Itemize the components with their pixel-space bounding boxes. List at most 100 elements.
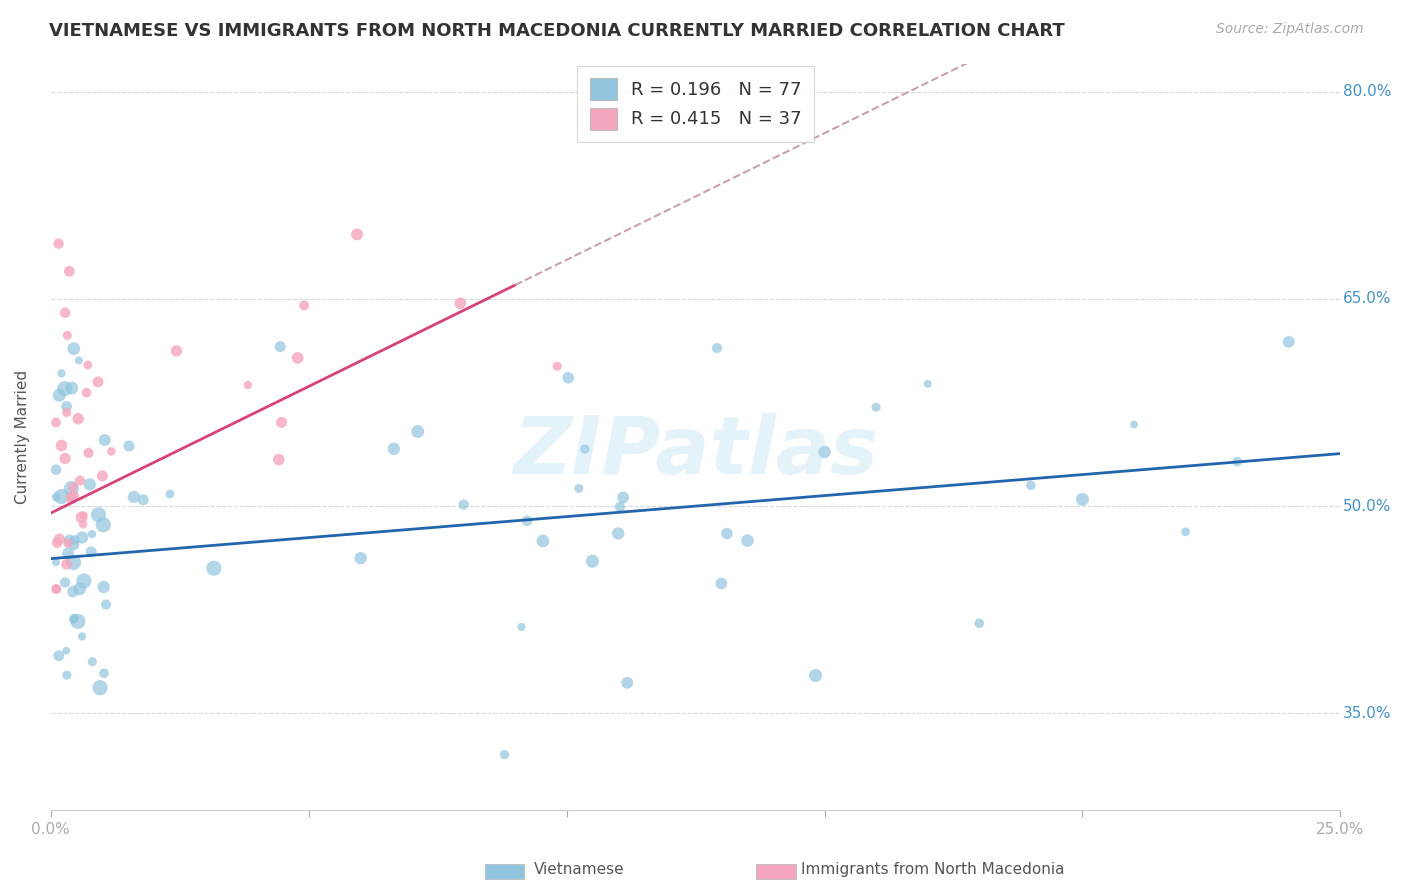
Text: 50.0%: 50.0% [1343,499,1392,514]
Point [292,298,315,312]
Point [46,536,69,550]
Point [55,405,77,419]
Point [56,546,79,560]
Point [53,575,76,590]
Point [1174,524,1197,539]
Point [45,582,67,596]
Point [568,482,591,496]
Point [1278,334,1301,349]
Point [93,433,115,447]
Point [574,442,596,456]
Point [269,340,291,354]
Text: ZIPatlas: ZIPatlas [513,413,879,491]
Point [616,675,638,690]
Point [66,615,89,629]
Point [45,416,67,430]
Point [51,367,73,381]
Point [63,538,86,552]
Point [72,517,94,532]
Point [51,490,73,504]
Point [710,576,733,591]
Point [236,378,259,392]
Point [1019,478,1042,492]
Point [48,388,70,402]
Point [60,482,83,496]
Point [607,526,630,541]
Point [100,444,122,458]
Point [53,306,76,320]
Text: 65.0%: 65.0% [1343,292,1392,307]
Legend: R = 0.196   N = 77, R = 0.415   N = 37: R = 0.196 N = 77, R = 0.415 N = 37 [576,66,814,142]
Point [91,469,114,483]
Point [56,328,79,343]
Point [382,442,405,456]
Point [494,747,516,762]
Point [62,480,84,494]
Point [48,648,70,663]
Point [73,574,96,588]
Point [546,359,568,374]
Point [94,598,117,612]
Point [60,381,83,395]
Y-axis label: Currently Married: Currently Married [15,370,30,504]
Text: Vietnamese: Vietnamese [534,863,624,877]
Point [45,555,67,569]
Text: 35.0%: 35.0% [1343,706,1392,721]
Point [56,536,79,550]
Point [58,264,80,278]
Point [62,556,84,570]
Point [510,620,533,634]
Point [166,343,188,358]
Point [516,514,538,528]
Point [267,452,290,467]
Point [349,551,371,566]
Point [865,401,887,415]
Point [449,296,471,310]
Point [63,533,86,548]
Point [804,668,827,682]
Point [716,526,738,541]
Point [453,498,475,512]
Point [612,491,634,505]
Point [55,558,77,572]
Point [70,629,93,643]
Point [58,533,80,548]
Point [63,611,86,625]
Point [93,666,115,681]
Point [531,534,554,549]
Point [62,612,84,626]
Text: Source: ZipAtlas.com: Source: ZipAtlas.com [1216,22,1364,37]
Point [80,545,103,559]
Point [406,425,429,439]
Point [737,533,759,548]
Point [70,531,93,545]
Point [917,376,939,391]
Point [1071,492,1094,507]
Point [69,474,91,488]
Point [51,439,73,453]
Point [76,385,98,400]
Point [1123,417,1146,432]
Text: Immigrants from North Macedonia: Immigrants from North Macedonia [801,863,1064,877]
Point [56,668,79,682]
Text: VIETNAMESE VS IMMIGRANTS FROM NORTH MACEDONIA CURRENTLY MARRIED CORRELATION CHAR: VIETNAMESE VS IMMIGRANTS FROM NORTH MACE… [49,22,1064,40]
Point [122,490,145,504]
Point [60,491,83,505]
Point [159,487,181,501]
Point [72,508,94,523]
Point [55,400,77,414]
Point [45,462,67,476]
Point [48,532,70,546]
Point [706,341,728,355]
Point [118,439,141,453]
Point [82,655,104,669]
Point [581,554,603,568]
Point [62,584,84,599]
Point [1226,454,1249,468]
Point [45,582,67,596]
Point [62,342,84,356]
Point [270,416,292,430]
Point [132,492,155,507]
Point [557,370,579,384]
Point [53,451,76,466]
